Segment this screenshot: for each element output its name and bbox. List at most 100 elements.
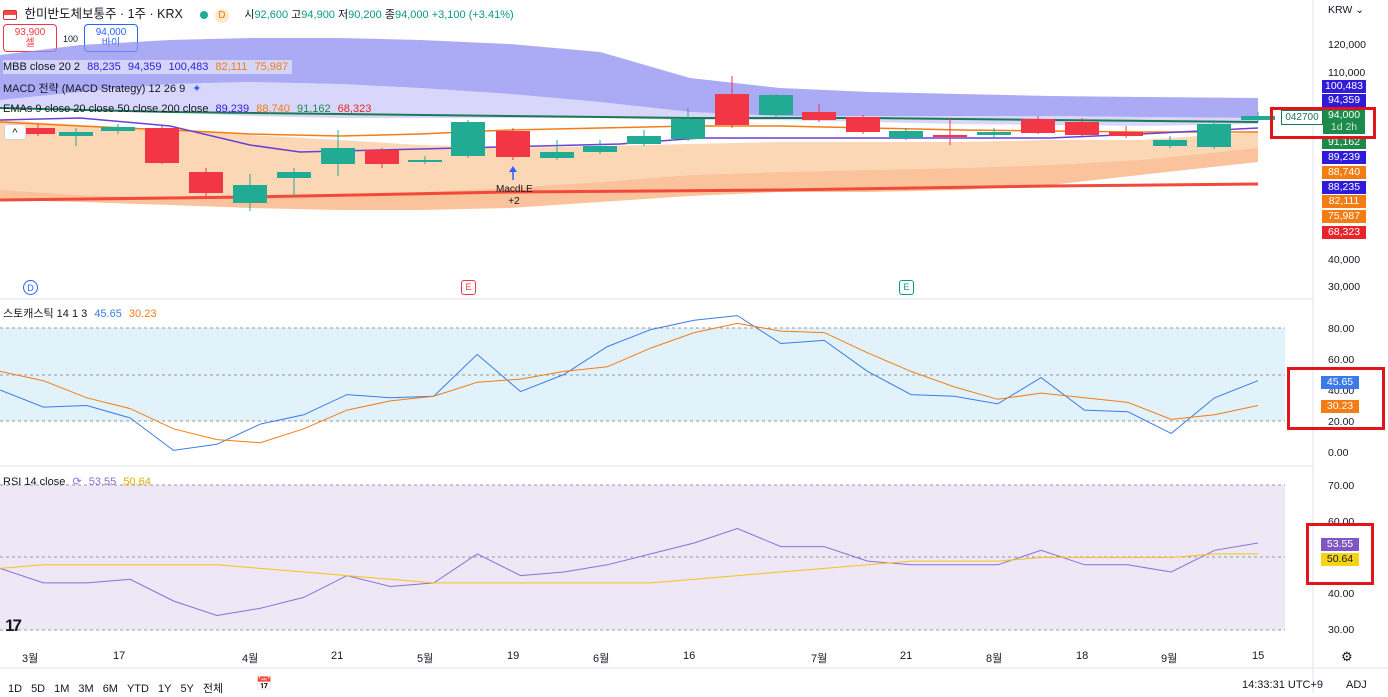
current-price-tag: 94,000 1d 2h xyxy=(1323,108,1365,134)
candles xyxy=(21,76,1275,211)
candle-body xyxy=(1065,122,1099,135)
candle-body xyxy=(759,95,793,115)
candle-body xyxy=(802,112,836,120)
candle-body xyxy=(233,185,267,203)
market-status-dot xyxy=(200,10,209,19)
candle-body xyxy=(977,132,1011,135)
ohlc-values: 시92,600 고94,900 저90,200 종94,000 +3,100 (… xyxy=(244,9,514,21)
x-axis-label: 18 xyxy=(1076,650,1089,662)
rsi-tag: 53.55 xyxy=(1321,538,1359,551)
price-tag: 89,239 xyxy=(1322,151,1366,164)
candle-body xyxy=(1153,140,1187,146)
symbol-title[interactable]: 한미반도체보통주 · 1주 · KRX xyxy=(24,7,183,21)
range-button[interactable]: 5D xyxy=(31,683,46,695)
range-button[interactable]: 1D xyxy=(8,683,23,695)
mbb-lower-band xyxy=(0,120,1258,198)
highlight-box xyxy=(1270,107,1376,139)
price-tick: 30,000 xyxy=(1328,281,1361,293)
candle-body xyxy=(715,94,749,125)
x-axis-label: 8월 xyxy=(986,653,1003,665)
x-axis-label: 3월 xyxy=(22,653,39,665)
symbol-header: 한미반도체보통주 · 1주 · KRX D 시92,600 고94,900 저9… xyxy=(3,3,514,23)
ema-200-line xyxy=(0,182,1259,202)
adj-toggle[interactable]: ADJ xyxy=(1346,679,1367,691)
mbb-legend[interactable]: MBB close 20 2 88,235 94,359 100,483 82,… xyxy=(3,60,293,74)
range-button[interactable]: YTD xyxy=(126,683,149,695)
candle-body xyxy=(1241,116,1275,120)
price-tick: 120,000 xyxy=(1328,39,1366,51)
stoch-legend[interactable]: 스토캐스틱 14 1 3 45.65 30.23 xyxy=(3,308,157,320)
candle-body xyxy=(451,122,485,156)
x-axis-label: 4월 xyxy=(242,653,259,665)
price-tag: 91,162 xyxy=(1322,136,1366,149)
rsi-ma-line xyxy=(0,553,1258,584)
rsi-tick: 30.00 xyxy=(1328,624,1355,636)
order-qty[interactable]: 100 xyxy=(63,34,79,44)
currency-selector[interactable]: KRW ⌄ xyxy=(1328,4,1365,16)
highlight-box xyxy=(1287,367,1385,430)
price-tag: 88,740 xyxy=(1322,166,1366,179)
candle-body xyxy=(321,148,355,164)
candle-body xyxy=(277,172,311,178)
range-bar: 1D 5D 1M 3M 6M YTD 1Y 5Y 전체 xyxy=(8,679,232,697)
collapse-legend-button[interactable]: ^ xyxy=(4,124,26,140)
mbb-upper-band xyxy=(0,38,1258,118)
range-button[interactable]: 3M xyxy=(78,683,94,695)
x-axis-label: 17 xyxy=(113,650,126,662)
ema-20-line xyxy=(0,121,1258,137)
x-axis-label: 21 xyxy=(331,650,344,662)
clock-display[interactable]: 14:33:31 UTC+9 xyxy=(1242,679,1324,691)
chevron-down-icon: ⌄ xyxy=(1355,4,1365,16)
x-axis-label: 7월 xyxy=(811,653,828,665)
x-axis-label: 6월 xyxy=(593,653,610,665)
range-button[interactable]: 1Y xyxy=(157,683,172,695)
earnings-event-icon[interactable]: E xyxy=(461,280,476,295)
range-button[interactable]: 6M xyxy=(102,683,118,695)
ema-9-line xyxy=(0,117,1259,153)
settings-icon[interactable]: ⚙ xyxy=(1341,649,1353,664)
macd-legend[interactable]: MACD 전략 (MACD Strategy) 12 26 9 ✦ xyxy=(3,83,202,95)
range-button[interactable]: 5Y xyxy=(180,683,194,695)
emas-legend[interactable]: EMAs 9 close 20 close 50 close 200 close… xyxy=(3,103,372,115)
stoch-k-tag: 45.65 xyxy=(1321,376,1359,389)
macd-signal-label: MacdLE +2 xyxy=(496,184,533,207)
rsi-tick: 70.00 xyxy=(1328,480,1355,492)
candle-body xyxy=(21,128,55,134)
rsi-legend[interactable]: RSI 14 close ⟳ 53.55 50.64 xyxy=(3,476,151,488)
loading-icon: ⟳ xyxy=(72,476,82,488)
candle-body xyxy=(540,152,574,158)
stoch-d-line xyxy=(0,322,1259,444)
highlight-box xyxy=(1306,523,1374,585)
candle-body xyxy=(59,132,93,136)
candle-body xyxy=(627,136,661,144)
chevron-up-icon: ^ xyxy=(12,127,18,139)
earnings-event-icon[interactable]: E xyxy=(899,280,914,295)
dividend-event-icon[interactable]: D xyxy=(23,280,38,295)
ema-50-line xyxy=(0,107,1259,123)
stoch-tick: 20.00 xyxy=(1328,416,1355,428)
candle-body xyxy=(189,172,223,193)
range-button[interactable]: 전체 xyxy=(202,683,224,695)
candle-body xyxy=(365,150,399,164)
x-axis-label: 9월 xyxy=(1161,653,1178,665)
stoch-tick: 0.00 xyxy=(1328,447,1349,459)
candle-body xyxy=(496,131,530,157)
data-status-badge[interactable]: D xyxy=(214,9,229,23)
candle-body xyxy=(889,131,923,138)
arrow-up-icon xyxy=(509,166,517,172)
range-button[interactable]: 1M xyxy=(54,683,70,695)
rsi-tick: 40.00 xyxy=(1328,588,1355,600)
flag-icon xyxy=(3,9,17,20)
tradingview-logo[interactable]: 17 xyxy=(5,616,22,635)
price-tick: 40,000 xyxy=(1328,254,1361,266)
calendar-icon[interactable]: 📅 xyxy=(256,676,273,691)
price-tag: 82,111 xyxy=(1322,195,1366,208)
stoch-tick: 60.00 xyxy=(1328,354,1355,366)
x-axis-label: 15 xyxy=(1252,650,1265,662)
loading-icon: ✦ xyxy=(192,83,202,95)
stoch-d-tag: 30.23 xyxy=(1321,400,1359,413)
stoch-k-line xyxy=(0,315,1259,451)
stoch-tick: 80.00 xyxy=(1328,323,1355,335)
candle-body xyxy=(1197,124,1231,147)
